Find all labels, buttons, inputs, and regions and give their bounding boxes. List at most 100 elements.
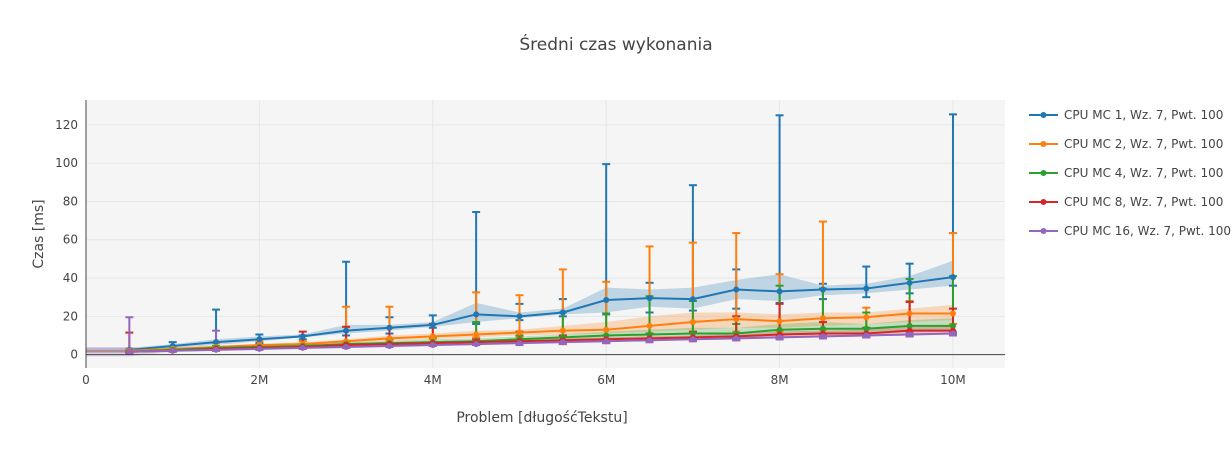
data-point	[819, 286, 826, 293]
data-point	[559, 339, 566, 346]
series-line	[129, 312, 953, 352]
data-point	[386, 335, 393, 342]
data-point	[646, 337, 653, 344]
data-point	[473, 311, 480, 318]
x-tick-label: 4M	[424, 373, 442, 387]
legend-item[interactable]: CPU MC 16, Wz. 7, Pwt. 100	[1029, 224, 1231, 238]
data-point	[516, 340, 523, 347]
x-tick-label: 6M	[597, 373, 615, 387]
data-point	[949, 310, 956, 317]
data-point	[386, 324, 393, 331]
data-point	[256, 345, 263, 352]
data-point	[646, 295, 653, 302]
data-point	[776, 334, 783, 341]
data-point	[776, 326, 783, 333]
data-point	[473, 341, 480, 348]
data-point	[213, 346, 220, 353]
y-tick-label: 0	[70, 348, 78, 362]
legend-label: CPU MC 16, Wz. 7, Pwt. 100	[1064, 224, 1231, 238]
data-point	[949, 322, 956, 329]
y-tick-label: 40	[63, 271, 78, 285]
data-point	[213, 339, 220, 346]
legend[interactable]: CPU MC 1, Wz. 7, Pwt. 100 CPU MC 2, Wz. 7…	[1029, 108, 1231, 238]
plot-background	[86, 100, 1005, 368]
grid-lines	[86, 100, 1005, 368]
data-point	[906, 322, 913, 329]
y-tick-label: 80	[63, 194, 78, 208]
data-point	[429, 342, 436, 349]
data-point	[516, 329, 523, 336]
data-point	[863, 285, 870, 292]
series-points	[126, 274, 956, 355]
data-point	[126, 348, 133, 355]
error-bar	[862, 265, 871, 299]
data-point	[689, 336, 696, 343]
data-point	[689, 319, 696, 326]
legend-marker	[1040, 228, 1047, 234]
legend-marker	[1040, 141, 1047, 147]
x-tick-label: 8M	[771, 373, 789, 387]
data-point	[559, 309, 566, 316]
data-point	[906, 279, 913, 286]
data-point	[386, 342, 393, 349]
data-point	[429, 333, 436, 340]
data-point	[299, 333, 306, 340]
data-point	[863, 325, 870, 332]
legend-marker	[1040, 199, 1047, 205]
legend-label: CPU MC 8, Wz. 7, Pwt. 100	[1064, 195, 1223, 209]
data-point	[343, 327, 350, 334]
axes	[85, 100, 1005, 368]
legend-item[interactable]: CPU MC 1, Wz. 7, Pwt. 100	[1029, 108, 1223, 122]
y-tick-label: 120	[55, 118, 78, 132]
data-point	[776, 318, 783, 325]
series-lines	[129, 276, 954, 353]
y-axis-label: Czas [ms]	[31, 199, 47, 268]
data-point	[863, 332, 870, 339]
data-point	[949, 274, 956, 281]
y-tick-labels: 0 20 40 60 80 100 120	[55, 118, 78, 362]
data-point	[733, 316, 740, 323]
data-point	[429, 321, 436, 328]
data-point	[819, 325, 826, 332]
x-tick-label: 10M	[940, 373, 966, 387]
data-point	[559, 327, 566, 334]
data-point	[949, 330, 956, 337]
data-point	[906, 331, 913, 338]
legend-item[interactable]: CPU MC 2, Wz. 7, Pwt. 100	[1029, 137, 1223, 151]
data-point	[906, 310, 913, 317]
x-tick-labels: 0 2M 4M 6M 8M 10M	[82, 373, 966, 387]
data-point	[603, 297, 610, 304]
data-point	[256, 336, 263, 343]
x-tick-label: 0	[82, 373, 90, 387]
series-line	[129, 276, 954, 351]
legend-item[interactable]: CPU MC 4, Wz. 7, Pwt. 100	[1029, 166, 1223, 180]
data-point	[343, 343, 350, 350]
data-point	[689, 296, 696, 303]
legend-label: CPU MC 2, Wz. 7, Pwt. 100	[1064, 137, 1223, 151]
chart-title: Średni czas wykonania	[519, 33, 712, 55]
data-point	[819, 315, 826, 322]
data-point	[863, 314, 870, 321]
data-point	[516, 313, 523, 320]
y-tick-label: 100	[55, 156, 78, 170]
legend-item[interactable]: CPU MC 8, Wz. 7, Pwt. 100	[1029, 195, 1223, 209]
data-point	[733, 335, 740, 342]
y-tick-label: 20	[63, 309, 78, 323]
data-point	[299, 344, 306, 351]
series-line	[129, 332, 954, 353]
data-point	[776, 288, 783, 295]
data-point	[473, 331, 480, 338]
legend-marker	[1040, 112, 1047, 118]
x-tick-label: 2M	[250, 373, 268, 387]
x-axis-label: Problem [długośćTekstu]	[456, 410, 627, 426]
data-point	[733, 286, 740, 293]
y-tick-label: 60	[63, 233, 78, 247]
data-point	[169, 347, 176, 354]
data-point	[603, 326, 610, 333]
data-point	[646, 322, 653, 329]
data-point	[819, 333, 826, 340]
legend-label: CPU MC 4, Wz. 7, Pwt. 100	[1064, 166, 1223, 180]
legend-marker	[1040, 170, 1047, 176]
legend-label: CPU MC 1, Wz. 7, Pwt. 100	[1064, 108, 1223, 122]
